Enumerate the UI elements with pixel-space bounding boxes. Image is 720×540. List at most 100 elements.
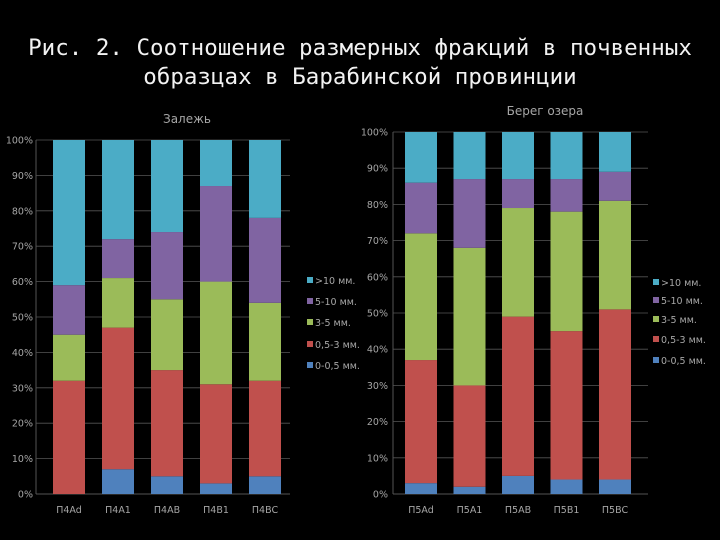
chart2-ytick-label: 50% — [367, 309, 388, 320]
chart1-bar-segment — [249, 302, 281, 381]
chart1-bar-segment — [53, 140, 85, 286]
chart1-legend-label: 5-10 мм. — [315, 297, 357, 308]
chart2-bar-segment — [502, 179, 534, 209]
chart1-legend-label: 0,5-3 мм. — [315, 340, 360, 351]
chart1-bar-segment — [200, 384, 232, 484]
chart2-legend-swatch — [653, 357, 659, 363]
chart2-ytick-label: 70% — [367, 236, 388, 247]
chart1-bar-segment — [102, 278, 134, 328]
chart2-ytick-label: 100% — [361, 128, 388, 139]
chart2-bar-segment — [453, 132, 486, 180]
chart2-legend-label: 0-0,5 мм. — [661, 356, 706, 367]
chart1-bar-segment — [102, 140, 134, 240]
chart2-legend-swatch — [653, 336, 659, 342]
chart2-bar-segment — [453, 385, 486, 487]
chart2-bar-segment — [502, 132, 534, 180]
slide-title: Рис. 2. Соотношение размерных фракций в … — [0, 34, 720, 92]
chart2-bar-segment — [599, 479, 631, 494]
chart1-ytick-label: 30% — [12, 383, 33, 394]
chart1-bar-segment — [102, 327, 134, 470]
chart2-bar-segment — [599, 309, 631, 480]
chart1-bar-segment — [249, 140, 281, 218]
chart1-xtick-label: П4AB — [154, 505, 180, 516]
chart1-xtick-label: П4B1 — [203, 505, 229, 516]
chart2-ytick-label: 90% — [367, 164, 388, 175]
chart2-legend-label: 0,5-3 мм. — [661, 335, 706, 346]
chart2-ytick-label: 80% — [367, 200, 388, 211]
chart1-ytick-label: 80% — [12, 206, 33, 217]
chart1-bar-segment — [151, 370, 183, 477]
chart2-bar-segment — [550, 211, 583, 332]
chart2-legend-swatch — [653, 279, 659, 285]
chart2-ytick-label: 0% — [373, 490, 388, 501]
chart1-ytick-label: 70% — [12, 242, 33, 253]
chart2-bar-segment — [550, 132, 583, 180]
chart1-ytick-label: 60% — [12, 277, 33, 288]
chart2-legend-swatch — [653, 297, 659, 303]
chart2-bar-segment — [599, 171, 631, 201]
chart2-bar-segment — [550, 479, 583, 494]
chart2-bar-segment — [405, 132, 437, 183]
chart2-xtick-label: П5AB — [505, 505, 531, 516]
chart2-ytick-label: 20% — [367, 417, 388, 428]
chart1-legend-swatch — [307, 341, 313, 347]
chart2-bar-segment — [405, 360, 437, 484]
chart2-legend-swatch — [653, 316, 659, 322]
chart2-bar-segment — [502, 208, 534, 317]
chart2-ytick-label: 40% — [367, 345, 388, 356]
chart1-bar-segment — [249, 476, 281, 494]
slide-title-line-1: Рис. 2. Соотношение размерных фракций в … — [28, 35, 692, 61]
chart2-bar-segment — [550, 331, 583, 480]
chart1-bar-segment — [53, 334, 85, 381]
chart1-bar-segment — [200, 483, 232, 494]
chart1-bar-segment — [53, 380, 85, 494]
chart1-bar-segment — [53, 285, 85, 335]
chart1-ytick-label: 100% — [6, 136, 33, 147]
chart2-bar-segment — [453, 486, 486, 494]
chart2-title: Берег озера — [507, 104, 584, 118]
chart1-ytick-label: 0% — [18, 490, 33, 501]
chart2-bar-segment — [599, 132, 631, 172]
chart2-bar-segment — [550, 179, 583, 212]
chart2-bar-segment — [453, 247, 486, 386]
chart1-bar-segment — [200, 140, 232, 187]
chart1-xtick-label: П4A1 — [105, 505, 131, 516]
chart1-legend-label: 3-5 мм. — [315, 318, 351, 329]
chart1-ytick-label: 90% — [12, 171, 33, 182]
chart1-bar-segment — [102, 239, 134, 279]
chart1-bar-segment — [151, 299, 183, 371]
chart2-bar-segment — [453, 179, 486, 248]
chart1-legend-swatch — [307, 277, 313, 283]
chart1-legend-swatch — [307, 319, 313, 325]
chart2-xtick-label: П5BC — [602, 505, 629, 516]
chart2-ytick-label: 60% — [367, 272, 388, 283]
chart2-ytick-label: 10% — [367, 453, 388, 464]
chart1-ytick-label: 50% — [12, 313, 33, 324]
chart1-bar-segment — [151, 232, 183, 300]
chart1-bar-segment — [151, 140, 183, 233]
chart2-bar-segment — [405, 182, 437, 234]
chart1-legend-label: 0-0,5 мм. — [315, 361, 360, 372]
chart1-bar-segment — [200, 281, 232, 385]
chart1-ytick-label: 40% — [12, 348, 33, 359]
chart2-bar-segment — [502, 316, 534, 476]
chart1-bar-segment — [102, 469, 134, 494]
chart1-ytick-label: 20% — [12, 419, 33, 430]
chart1-bar-segment — [200, 186, 232, 282]
chart2-xtick-label: П5B1 — [554, 505, 580, 516]
chart1-xtick-label: П4BC — [252, 505, 279, 516]
chart2-legend-label: >10 мм. — [661, 278, 701, 289]
chart2-xtick-label: П5Ad — [408, 505, 434, 516]
chart1-legend-swatch — [307, 298, 313, 304]
chart1-title: Залежь — [163, 112, 211, 126]
chart2-legend-label: 3-5 мм. — [661, 315, 697, 326]
chart2-bar-segment — [405, 233, 437, 361]
chart1-legend-swatch — [307, 362, 313, 368]
chart2-xtick-label: П5A1 — [457, 505, 483, 516]
slide-title-line-2: образцах в Барабинской провинции — [143, 64, 577, 90]
chart1-bar-segment — [249, 380, 281, 477]
chart2-legend-label: 5-10 мм. — [661, 296, 703, 307]
chart1-bar-segment — [249, 217, 281, 303]
chart2-bar-segment — [599, 200, 631, 310]
